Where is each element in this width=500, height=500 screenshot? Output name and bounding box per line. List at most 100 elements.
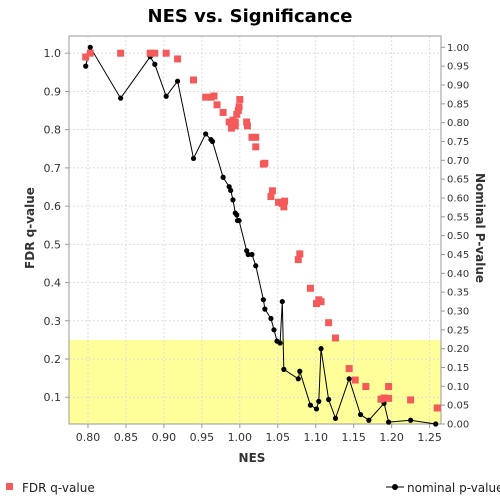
nominal-p-value-point — [271, 327, 277, 333]
fdr-q-value-point — [325, 319, 333, 327]
fdr-q-value-point — [252, 143, 260, 151]
y-tick-label: 0.7 — [44, 162, 62, 175]
x-tick-label: 1.25 — [417, 431, 442, 444]
fdr-q-value-point — [225, 118, 233, 126]
y2-tick-label: 0.30 — [447, 306, 469, 317]
fdr-q-value-point — [210, 92, 218, 100]
chart-title: NES vs. Significance — [148, 6, 353, 27]
nominal-p-value-point — [209, 138, 216, 145]
y2-tick-label: 0.90 — [447, 80, 469, 91]
fdr-q-value-point — [407, 396, 415, 404]
fdr-q-value-point — [233, 110, 241, 118]
fdr-q-value-point — [317, 298, 325, 306]
y2-tick-label: 0.00 — [447, 420, 469, 431]
x-tick-label: 1.00 — [228, 431, 253, 444]
nominal-p-value-point — [118, 95, 124, 101]
x-tick-label: 1.05 — [266, 431, 291, 444]
y-tick-label: 0.6 — [44, 200, 62, 213]
x-axis-label: NES — [239, 451, 266, 465]
y-tick-label: 0.1 — [44, 391, 62, 404]
y2-tick-label: 0.10 — [447, 382, 469, 393]
fdr-q-value-point — [202, 93, 210, 101]
nominal-p-value-point — [245, 251, 251, 258]
nominal-p-value-point — [316, 398, 322, 404]
y2-tick-label: 0.05 — [447, 401, 469, 412]
y2-tick-label: 0.75 — [447, 137, 469, 148]
nominal-p-value-point — [234, 212, 240, 218]
y2-tick-label: 0.50 — [447, 231, 469, 242]
y2-tick-label: 0.95 — [447, 62, 469, 73]
fdr-q-value-point — [162, 49, 170, 57]
x-tick-label: 0.95 — [190, 431, 215, 444]
x-axis-ticks: 0.80 0.85 0.90 0.95 1.00 1.05 1.10 1.15 1.20 1.25 — [76, 424, 442, 444]
fdr-q-value-point — [306, 284, 314, 292]
fdr-q-value-point — [231, 118, 239, 126]
nominal-p-value-point — [408, 417, 414, 423]
nominal-p-value-point — [433, 421, 439, 427]
x-gridlines — [87, 36, 431, 424]
nominal-p-value-point — [346, 376, 352, 382]
legend-nominal-label: nominal p-value — [407, 481, 500, 495]
x-tick-label: 0.80 — [76, 431, 101, 444]
fdr-q-value-point — [385, 394, 393, 402]
fdr-q-value-point — [362, 383, 370, 391]
nominal-p-value-point — [357, 411, 364, 418]
y-tick-label: 0.4 — [44, 277, 62, 290]
fdr-q-value-point — [231, 122, 239, 130]
nominal-p-value-point — [220, 174, 226, 180]
fdr-q-value-point — [235, 103, 243, 111]
nominal-p-value-point — [203, 131, 209, 137]
nominal-p-value-point — [260, 297, 266, 303]
y-tick-label: 0.5 — [44, 238, 62, 251]
nominal-p-value-point — [253, 263, 259, 269]
fdr-q-value-point — [296, 250, 304, 258]
nominal-p-value-point — [386, 419, 392, 425]
x-tick-label: 1.20 — [379, 431, 404, 444]
fdr-q-value-point — [82, 53, 90, 61]
y2-tick-label: 0.35 — [447, 288, 469, 299]
fdr-q-value-point — [213, 101, 221, 109]
x-tick-label: 0.90 — [152, 431, 177, 444]
x-tick-label: 1.10 — [303, 431, 328, 444]
significance-highlight-band — [69, 339, 441, 424]
x-tick-label: 1.15 — [341, 431, 366, 444]
fdr-q-value-point — [146, 49, 154, 57]
fdr-q-value-point — [331, 334, 339, 342]
y2-tick-label: 0.15 — [447, 363, 469, 374]
fdr-q-value-point — [174, 55, 182, 63]
y2-tick-label: 1.00 — [447, 43, 469, 54]
fdr-q-value-point — [268, 187, 276, 195]
legend-fdr-marker — [6, 483, 13, 490]
nominal-p-value-point — [307, 402, 314, 408]
nominal-p-value-point — [281, 366, 287, 372]
y2-tick-label: 0.25 — [447, 325, 469, 336]
nominal-p-value-point — [279, 298, 285, 305]
y2-tick-label: 0.45 — [447, 250, 469, 261]
fdr-q-value-point — [190, 76, 198, 84]
fdr-q-value-point — [219, 108, 227, 116]
nominal-p-value-point — [262, 306, 268, 312]
y-axis-ticks: 0.1 0.2 0.3 0.4 0.5 0.6 0.7 0.8 0.9 1.0 — [44, 47, 69, 404]
nominal-p-value-point — [174, 78, 181, 84]
y2-tick-label: 0.80 — [447, 118, 469, 129]
nominal-p-value-point — [313, 406, 320, 412]
nominal-p-value-point — [163, 93, 169, 99]
y2-tick-label: 0.65 — [447, 175, 469, 186]
nominal-p-value-point — [83, 63, 89, 69]
legend-fdr-label: FDR q-value — [22, 481, 95, 495]
y-tick-label: 0.2 — [44, 353, 62, 366]
fdr-q-value-point — [151, 49, 159, 57]
y-tick-label: 0.9 — [44, 85, 62, 98]
nominal-p-value-point — [190, 155, 197, 162]
fdr-q-value-point — [312, 300, 320, 308]
y-tick-label: 1.0 — [44, 47, 62, 60]
fdr-q-value-point — [433, 404, 441, 412]
fdr-q-value-point — [261, 159, 269, 167]
series-nominal-p-value — [83, 44, 439, 427]
nominal-p-value-point — [318, 346, 324, 352]
fdr-q-value-point — [281, 197, 289, 205]
fdr-q-value-point — [227, 124, 235, 132]
nominal-p-value-point — [326, 396, 332, 403]
